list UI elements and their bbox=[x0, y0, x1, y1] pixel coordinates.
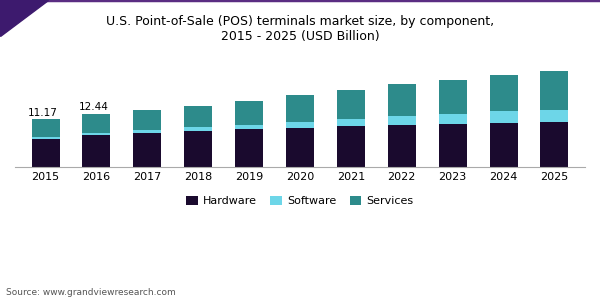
Bar bbox=[388, 125, 416, 166]
Bar bbox=[133, 133, 161, 167]
Text: Source: www.grandviewresearch.com: Source: www.grandviewresearch.com bbox=[6, 288, 176, 297]
Bar bbox=[133, 110, 161, 130]
Bar bbox=[439, 114, 467, 124]
Bar bbox=[235, 101, 263, 125]
Bar bbox=[337, 126, 365, 166]
Text: 12.44: 12.44 bbox=[79, 102, 109, 112]
Text: 11.17: 11.17 bbox=[28, 108, 58, 118]
Bar bbox=[490, 74, 518, 111]
Bar bbox=[439, 124, 467, 166]
Bar bbox=[337, 90, 365, 119]
Bar bbox=[82, 114, 110, 133]
Bar bbox=[82, 133, 110, 135]
Bar bbox=[235, 125, 263, 129]
Bar bbox=[541, 122, 568, 166]
Bar bbox=[286, 128, 314, 166]
Bar bbox=[388, 116, 416, 125]
Bar bbox=[184, 106, 212, 128]
Bar bbox=[235, 129, 263, 166]
Bar bbox=[490, 123, 518, 166]
Bar bbox=[490, 111, 518, 123]
Bar bbox=[32, 119, 59, 137]
Bar bbox=[286, 95, 314, 122]
Legend: Hardware, Software, Services: Hardware, Software, Services bbox=[182, 192, 418, 211]
Bar bbox=[439, 80, 467, 114]
Bar bbox=[32, 137, 59, 139]
Bar bbox=[133, 130, 161, 133]
Bar bbox=[388, 84, 416, 116]
Bar bbox=[184, 128, 212, 131]
Bar bbox=[541, 110, 568, 122]
Title: U.S. Point-of-Sale (POS) terminals market size, by component,
2015 - 2025 (USD B: U.S. Point-of-Sale (POS) terminals marke… bbox=[106, 15, 494, 43]
Bar bbox=[337, 119, 365, 126]
Bar bbox=[286, 122, 314, 128]
Bar bbox=[541, 71, 568, 110]
Bar bbox=[184, 131, 212, 167]
Bar bbox=[82, 135, 110, 166]
Bar bbox=[32, 139, 59, 167]
